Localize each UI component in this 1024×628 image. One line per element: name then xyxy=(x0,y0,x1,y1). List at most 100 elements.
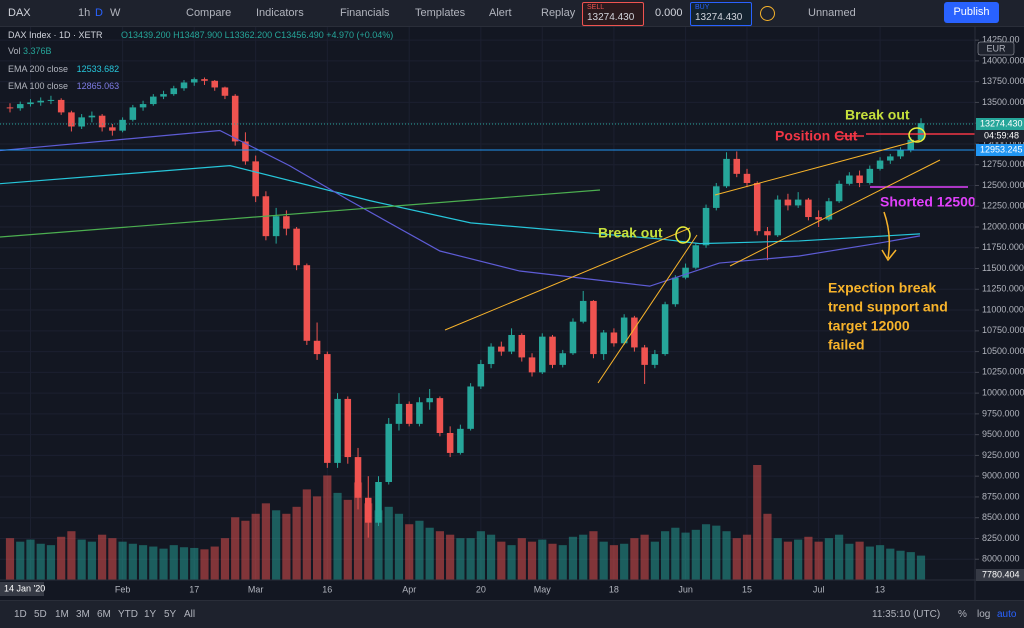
range-button[interactable]: YTD xyxy=(118,609,138,620)
range-button[interactable]: 1D xyxy=(14,609,27,620)
toolbar-button[interactable]: Financials xyxy=(340,7,390,19)
sell-price: 13274.430 xyxy=(587,12,635,23)
interval[interactable]: W xyxy=(110,7,121,19)
candle-body xyxy=(887,156,894,161)
candle-body xyxy=(651,354,659,365)
x-tick-label: 13 xyxy=(875,584,885,594)
range-button[interactable]: All xyxy=(184,609,196,620)
candle-body xyxy=(129,107,137,120)
legend-label: EMA 100 close xyxy=(8,81,69,91)
range-button[interactable]: 1M xyxy=(55,609,69,620)
candle-body xyxy=(436,398,444,433)
candle-body xyxy=(753,182,761,232)
volume-bar xyxy=(794,539,803,580)
candle-body xyxy=(702,207,710,246)
crosshair-price: 7780.404 xyxy=(982,569,1020,579)
legend-label: EMA 200 close xyxy=(8,64,69,74)
y-tick-label: 10000.000 xyxy=(982,387,1024,397)
volume-bar xyxy=(579,534,588,580)
interval[interactable]: D xyxy=(95,7,103,19)
volume-bar xyxy=(415,520,424,580)
candle-body xyxy=(139,104,147,108)
range-button[interactable]: 3M xyxy=(76,609,90,620)
y-tick-label: 12000.000 xyxy=(982,221,1024,231)
candle-body xyxy=(78,117,85,127)
candle-body xyxy=(252,161,259,197)
candle-body xyxy=(641,347,648,365)
annotation: Position Cut xyxy=(775,128,858,144)
y-tick-label: 8750.000 xyxy=(982,491,1020,501)
drawings: Break out Break out Position Cut Shorted… xyxy=(0,107,976,384)
price-tag xyxy=(976,118,1024,130)
volume-bar xyxy=(57,536,66,580)
symbol[interactable]: DAX xyxy=(8,7,31,19)
range-button[interactable]: 5Y xyxy=(164,609,177,620)
volume-bar xyxy=(394,513,404,580)
volume-bar xyxy=(456,538,465,580)
candle-body xyxy=(375,481,382,523)
candle-body xyxy=(764,231,771,236)
currency-box xyxy=(977,41,1015,56)
volume-bar xyxy=(5,538,15,580)
volume-bar xyxy=(87,541,96,580)
price-pane xyxy=(0,77,925,538)
layout-name[interactable]: Unnamed xyxy=(808,7,856,19)
toolbar-button[interactable]: Alert xyxy=(489,7,512,19)
legend-value: 3.376B xyxy=(23,46,52,56)
candle-body xyxy=(6,107,14,109)
sell-button[interactable]: SELL 13274.430 xyxy=(582,2,644,26)
volume-bar xyxy=(108,538,117,580)
range-button[interactable]: 1Y xyxy=(144,609,157,620)
volume-bar xyxy=(466,538,475,580)
volume-bar xyxy=(783,541,793,580)
volume-pane xyxy=(5,465,926,580)
toolbar-button[interactable]: Compare xyxy=(186,7,232,19)
candle-body xyxy=(743,173,751,183)
candle-body xyxy=(907,139,915,150)
annotation: Shorted 12500 xyxy=(880,194,976,210)
auto-toggle[interactable]: auto xyxy=(997,609,1017,620)
volume-bar xyxy=(671,527,680,580)
volume-bar xyxy=(374,510,383,580)
volume-bar xyxy=(497,541,506,580)
volume-bar xyxy=(527,541,537,580)
buy-button[interactable]: BUY 13274.430 xyxy=(690,2,752,26)
volume-bar xyxy=(814,541,823,580)
toolbar-button[interactable]: Replay xyxy=(541,7,576,19)
candle-body xyxy=(518,334,526,358)
price-tag xyxy=(976,130,1024,142)
arrow xyxy=(881,211,897,262)
range-button[interactable]: 6M xyxy=(97,609,111,620)
volume-bar xyxy=(292,506,301,580)
volume-bar xyxy=(661,531,670,580)
volume-bar xyxy=(190,547,199,580)
toolbar-button[interactable]: Indicators xyxy=(256,7,304,19)
volume-bar xyxy=(118,541,127,580)
interval[interactable]: 1h xyxy=(78,7,91,19)
annotation: Break out xyxy=(845,107,910,123)
annotation: Expection break xyxy=(828,280,936,296)
annotation: failed xyxy=(828,337,865,353)
toolbar-button[interactable]: Templates xyxy=(415,7,466,19)
volume-bar xyxy=(855,541,864,580)
publish-button[interactable]: Publish xyxy=(944,2,999,23)
y-tick-label: 8500.000 xyxy=(982,512,1020,522)
candle-body xyxy=(446,432,454,453)
candle-body xyxy=(477,364,485,387)
candle-body xyxy=(160,94,167,97)
info-icon[interactable] xyxy=(760,6,775,21)
y-tick-label: 11500.000 xyxy=(982,263,1024,273)
percent-toggle[interactable]: % xyxy=(958,609,967,620)
candle-body xyxy=(897,149,904,157)
volume-bar xyxy=(589,531,598,580)
log-toggle[interactable]: log xyxy=(977,609,991,620)
candle-body xyxy=(88,115,96,118)
volume-bar xyxy=(77,539,86,580)
volume-bar xyxy=(446,534,455,580)
ema-line xyxy=(0,129,921,287)
volume-bar xyxy=(425,527,434,580)
range-button[interactable]: 5D xyxy=(34,609,47,620)
trend-line xyxy=(729,159,941,267)
candle-body xyxy=(815,217,822,220)
